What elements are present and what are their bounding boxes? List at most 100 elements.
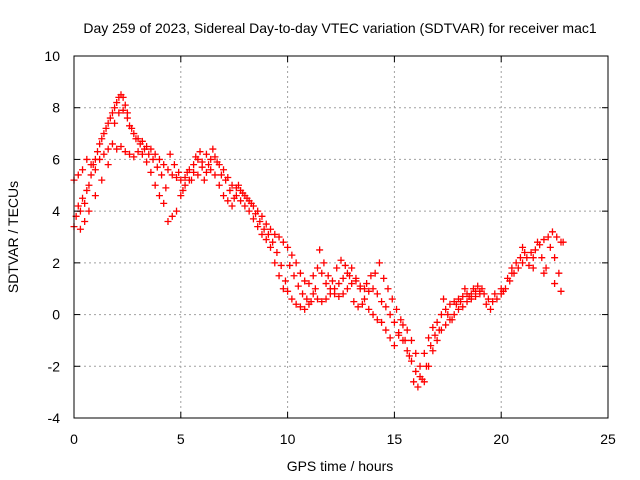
data-point — [81, 199, 89, 207]
data-point — [91, 166, 99, 174]
data-points — [70, 91, 567, 391]
data-point — [254, 223, 262, 231]
data-point — [292, 300, 300, 308]
data-point — [260, 225, 268, 233]
data-point — [414, 383, 422, 391]
data-point — [331, 285, 339, 293]
data-point — [305, 280, 313, 288]
data-point — [168, 171, 176, 179]
data-point — [341, 261, 349, 269]
x-tick-label: 15 — [387, 431, 403, 447]
data-point — [190, 161, 198, 169]
data-point — [448, 316, 456, 324]
data-point — [348, 280, 356, 288]
data-point — [410, 378, 418, 386]
data-point — [83, 186, 91, 194]
data-point — [499, 287, 507, 295]
data-point — [267, 225, 275, 233]
data-point — [202, 150, 210, 158]
data-point — [98, 135, 106, 143]
data-point — [540, 236, 548, 244]
data-point — [234, 181, 242, 189]
data-point — [215, 181, 223, 189]
data-point — [551, 280, 559, 288]
data-point — [179, 186, 187, 194]
data-point — [476, 290, 484, 298]
data-point — [433, 318, 441, 326]
data-point — [209, 145, 217, 153]
data-point — [540, 269, 548, 277]
data-point — [166, 150, 174, 158]
data-point — [519, 243, 527, 251]
data-point — [538, 254, 546, 262]
data-point — [113, 99, 121, 107]
data-point — [136, 140, 144, 148]
y-tick-label: 2 — [52, 255, 60, 271]
data-point — [96, 140, 104, 148]
data-point — [279, 238, 287, 246]
data-point — [412, 349, 420, 357]
data-point — [397, 316, 405, 324]
data-point — [358, 300, 366, 308]
data-point — [183, 168, 191, 176]
data-point — [123, 114, 131, 122]
data-point — [106, 114, 114, 122]
data-point — [200, 176, 208, 184]
data-point — [314, 264, 322, 272]
data-point — [386, 334, 394, 342]
data-point — [405, 352, 413, 360]
data-point — [446, 300, 454, 308]
data-point — [337, 256, 345, 264]
data-point — [190, 168, 198, 176]
data-point — [134, 148, 142, 156]
data-point — [173, 207, 181, 215]
data-point — [258, 212, 266, 220]
data-point — [534, 238, 542, 246]
data-point — [356, 285, 364, 293]
data-point — [367, 272, 375, 280]
data-point — [322, 295, 330, 303]
data-point — [516, 254, 524, 262]
data-point — [74, 171, 82, 179]
data-point — [559, 238, 567, 246]
data-point — [339, 290, 347, 298]
data-point — [222, 176, 230, 184]
data-point — [542, 264, 550, 272]
data-point — [91, 192, 99, 200]
data-point — [318, 269, 326, 277]
data-point — [450, 311, 458, 319]
data-point — [79, 166, 87, 174]
y-tick-label: 4 — [52, 203, 60, 219]
data-point — [237, 197, 245, 205]
data-point — [140, 145, 148, 153]
y-tick-label: 6 — [52, 151, 60, 167]
data-point — [245, 207, 253, 215]
data-point — [241, 202, 249, 210]
data-point — [100, 130, 108, 138]
data-point — [230, 194, 238, 202]
data-point — [484, 295, 492, 303]
data-point — [111, 104, 119, 112]
data-point — [403, 347, 411, 355]
data-point — [318, 298, 326, 306]
data-point — [292, 259, 300, 267]
data-point — [121, 148, 129, 156]
data-point — [192, 153, 200, 161]
data-point — [143, 158, 151, 166]
data-point — [160, 199, 168, 207]
data-point — [104, 161, 112, 169]
data-point — [527, 249, 535, 257]
data-point — [459, 303, 467, 311]
data-point — [343, 285, 351, 293]
data-point — [388, 295, 396, 303]
data-point — [459, 292, 467, 300]
data-point — [264, 230, 272, 238]
data-point — [422, 362, 430, 370]
data-point — [333, 264, 341, 272]
data-point — [275, 233, 283, 241]
data-point — [431, 331, 439, 339]
data-point — [399, 321, 407, 329]
data-point — [378, 298, 386, 306]
data-point — [211, 153, 219, 161]
data-point — [365, 287, 373, 295]
